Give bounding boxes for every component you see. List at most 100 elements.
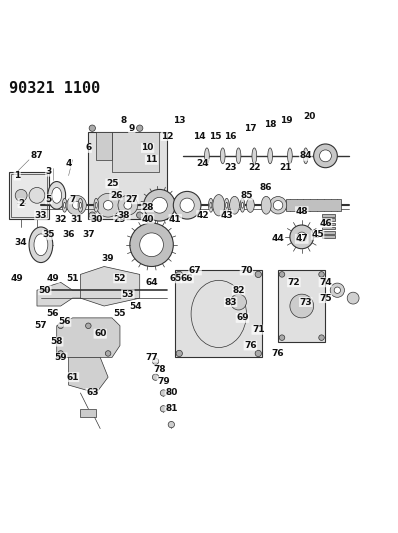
Text: 41: 41: [169, 215, 181, 223]
Text: 56: 56: [59, 317, 71, 326]
Ellipse shape: [64, 203, 66, 208]
Ellipse shape: [303, 148, 308, 164]
Ellipse shape: [242, 203, 244, 208]
Ellipse shape: [34, 234, 48, 256]
Text: 19: 19: [280, 116, 292, 125]
Text: 79: 79: [157, 377, 170, 385]
Circle shape: [334, 287, 341, 293]
Circle shape: [319, 335, 324, 341]
Bar: [286, 199, 341, 211]
Text: 14: 14: [193, 132, 205, 141]
Circle shape: [58, 323, 63, 328]
Text: 21: 21: [280, 163, 292, 172]
Text: 25: 25: [106, 179, 118, 188]
Circle shape: [118, 196, 138, 215]
Circle shape: [347, 292, 359, 304]
Bar: [322, 231, 336, 233]
Text: 64: 64: [145, 278, 158, 287]
Text: 39: 39: [102, 254, 114, 263]
Text: 76: 76: [272, 349, 284, 358]
Ellipse shape: [95, 203, 97, 208]
Text: 38: 38: [118, 211, 130, 220]
Text: 11: 11: [145, 155, 158, 164]
Circle shape: [279, 335, 285, 341]
Text: 56: 56: [47, 310, 59, 318]
Ellipse shape: [209, 198, 213, 212]
Text: 84: 84: [299, 151, 312, 160]
Text: 57: 57: [35, 321, 47, 330]
Text: 50: 50: [39, 286, 51, 295]
Ellipse shape: [94, 198, 99, 212]
Text: 65: 65: [169, 274, 181, 283]
Text: 69: 69: [236, 313, 249, 322]
Circle shape: [137, 125, 143, 131]
Text: 49: 49: [47, 274, 59, 283]
Text: 22: 22: [248, 163, 261, 172]
Circle shape: [15, 189, 27, 201]
Ellipse shape: [268, 148, 273, 164]
Text: 26: 26: [110, 191, 122, 200]
Polygon shape: [278, 270, 326, 342]
Text: 6: 6: [85, 143, 92, 152]
Text: 80: 80: [165, 389, 178, 398]
Text: 72: 72: [287, 278, 300, 287]
Ellipse shape: [213, 195, 225, 216]
Ellipse shape: [287, 148, 292, 164]
Circle shape: [152, 358, 159, 365]
Circle shape: [180, 198, 194, 212]
Circle shape: [230, 294, 246, 310]
Text: 12: 12: [161, 132, 174, 141]
Circle shape: [152, 374, 159, 381]
Text: 32: 32: [55, 215, 67, 223]
Text: 78: 78: [153, 365, 166, 374]
Text: 37: 37: [82, 230, 95, 239]
Text: 47: 47: [295, 235, 308, 244]
Circle shape: [130, 223, 173, 266]
Text: 20: 20: [303, 112, 316, 121]
Polygon shape: [68, 358, 108, 393]
Text: 3: 3: [46, 167, 52, 176]
Text: 63: 63: [86, 389, 99, 398]
Circle shape: [89, 125, 96, 131]
Text: 4: 4: [65, 159, 72, 168]
Ellipse shape: [205, 148, 209, 164]
Text: 36: 36: [62, 230, 75, 239]
Ellipse shape: [48, 182, 66, 209]
Bar: [322, 214, 336, 217]
Text: 24: 24: [197, 159, 209, 168]
Text: 13: 13: [173, 116, 185, 125]
Text: 74: 74: [319, 278, 332, 287]
Circle shape: [140, 233, 164, 256]
Circle shape: [255, 350, 261, 357]
Text: 82: 82: [232, 286, 245, 295]
Circle shape: [58, 351, 63, 356]
Text: 76: 76: [244, 341, 257, 350]
Ellipse shape: [230, 196, 240, 214]
Ellipse shape: [224, 198, 229, 212]
Polygon shape: [175, 270, 262, 358]
Text: 81: 81: [165, 404, 178, 413]
Circle shape: [269, 197, 287, 214]
Text: 77: 77: [145, 353, 158, 362]
Text: 67: 67: [189, 266, 201, 275]
Polygon shape: [57, 318, 120, 358]
Text: 30: 30: [90, 215, 102, 223]
Text: 44: 44: [272, 235, 285, 244]
Text: 34: 34: [15, 238, 27, 247]
Ellipse shape: [236, 148, 241, 164]
Text: 90321 1100: 90321 1100: [9, 80, 101, 96]
Circle shape: [255, 271, 261, 278]
Circle shape: [105, 351, 111, 356]
Circle shape: [89, 212, 96, 219]
Text: 73: 73: [299, 297, 312, 306]
Circle shape: [297, 232, 306, 241]
Circle shape: [273, 200, 283, 210]
Text: 28: 28: [141, 203, 154, 212]
Text: 51: 51: [66, 274, 79, 283]
Polygon shape: [37, 282, 112, 306]
Text: 15: 15: [209, 132, 221, 141]
Bar: [9, 172, 49, 219]
Circle shape: [124, 201, 132, 209]
Bar: [112, 132, 160, 172]
Circle shape: [176, 350, 182, 357]
